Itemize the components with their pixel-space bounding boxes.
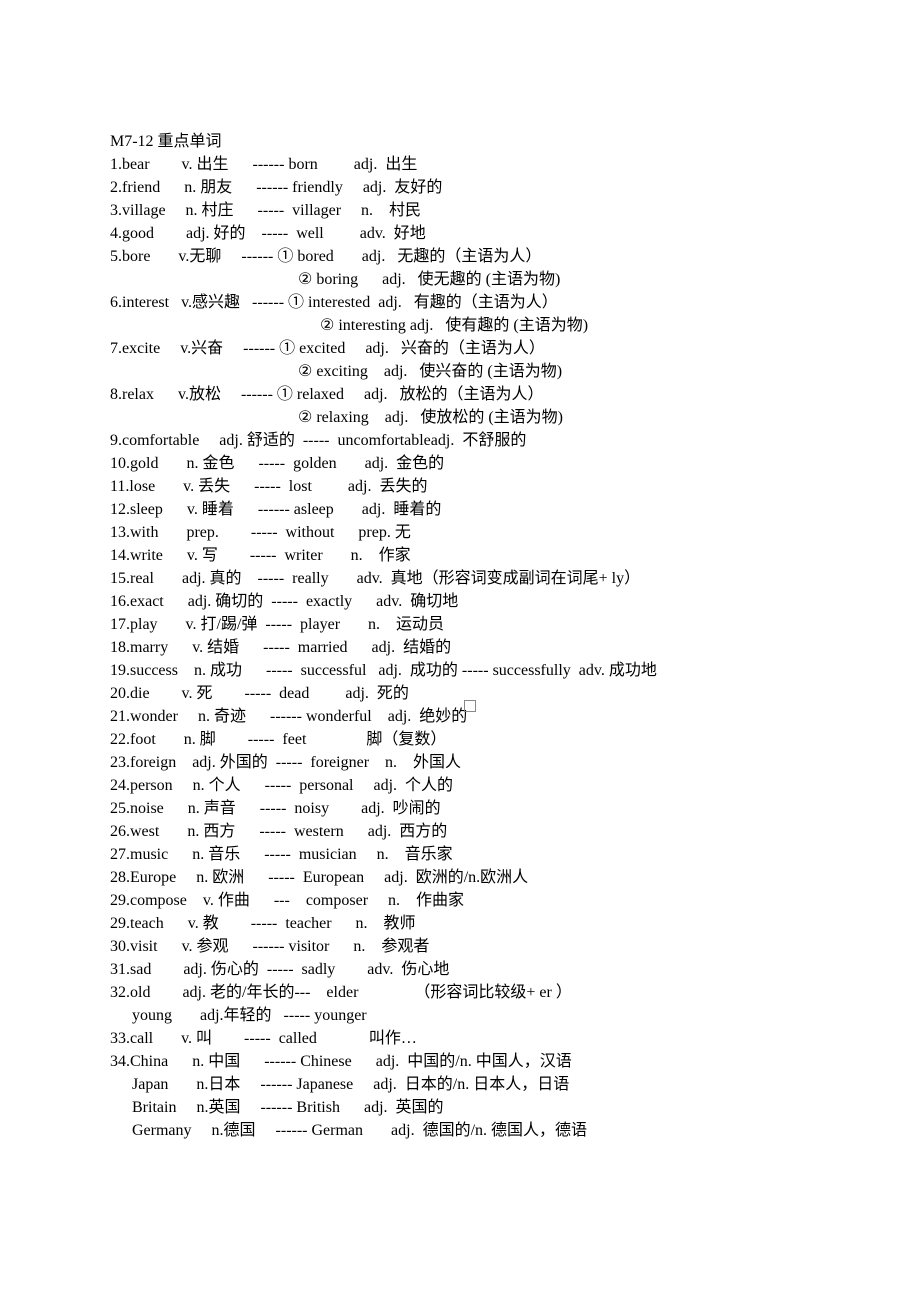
vocab-entry: ② exciting adj. 使兴奋的 (主语为物) [110, 360, 810, 383]
vocab-entry: ② interesting adj. 使有趣的 (主语为物) [110, 314, 810, 337]
vocab-entry: 4.good adj. 好的 ----- well adv. 好地 [110, 222, 810, 245]
page-title: M7-12 重点单词 [110, 130, 810, 153]
vocab-entry: 32.old adj. 老的/年长的--- elder （形容词比较级+ er … [110, 981, 810, 1004]
vocab-entry: 8.relax v.放松 ------ ① relaxed adj. 放松的（主… [110, 383, 810, 406]
vocab-entry: 19.success n. 成功 ----- successful adj. 成… [110, 659, 810, 682]
vocab-entry: 31.sad adj. 伤心的 ----- sadly adv. 伤心地 [110, 958, 810, 981]
vocab-entry: 3.village n. 村庄 ----- villager n. 村民 [110, 199, 810, 222]
vocab-entry: 12.sleep v. 睡着 ------ asleep adj. 睡着的 [110, 498, 810, 521]
vocab-entry: 16.exact adj. 确切的 ----- exactly adv. 确切地 [110, 590, 810, 613]
vocab-entry: 24.person n. 个人 ----- personal adj. 个人的 [110, 774, 810, 797]
vocab-entry: 29.compose v. 作曲 --- composer n. 作曲家 [110, 889, 810, 912]
vocab-entry: 17.play v. 打/踢/弹 ----- player n. 运动员 [110, 613, 810, 636]
vocab-entry: 15.real adj. 真的 ----- really adv. 真地（形容词… [110, 567, 810, 590]
vocab-entry: 9.comfortable adj. 舒适的 ----- uncomfortab… [110, 429, 810, 452]
vocab-entry: 25.noise n. 声音 ----- noisy adj. 吵闹的 [110, 797, 810, 820]
vocab-entry: 20.die v. 死 ----- dead adj. 死的 [110, 682, 810, 705]
vocab-entry: 14.write v. 写 ----- writer n. 作家 [110, 544, 810, 567]
vocab-entry: Britain n.英国 ------ British adj. 英国的 [110, 1096, 810, 1119]
vocab-entry: 21.wonder n. 奇迹 ------ wonderful adj. 绝妙… [110, 705, 810, 728]
vocab-entry: 7.excite v.兴奋 ------ ① excited adj. 兴奋的（… [110, 337, 810, 360]
marker-icon [464, 700, 476, 712]
vocab-entry: 27.music n. 音乐 ----- musician n. 音乐家 [110, 843, 810, 866]
vocab-entry: 28.Europe n. 欧洲 ----- European adj. 欧洲的/… [110, 866, 810, 889]
vocab-entry: 10.gold n. 金色 ----- golden adj. 金色的 [110, 452, 810, 475]
document-page: M7-12 重点单词 1.bear v. 出生 ------ born adj.… [0, 0, 920, 1202]
vocab-entry: 33.call v. 叫 ----- called 叫作… [110, 1027, 810, 1050]
vocab-entry: 18.marry v. 结婚 ----- married adj. 结婚的 [110, 636, 810, 659]
vocab-entry: 11.lose v. 丢失 ----- lost adj. 丢失的 [110, 475, 810, 498]
vocab-entry: 13.with prep. ----- without prep. 无 [110, 521, 810, 544]
vocab-entry: 29.teach v. 教 ----- teacher n. 教师 [110, 912, 810, 935]
vocab-entry: 2.friend n. 朋友 ------ friendly adj. 友好的 [110, 176, 810, 199]
vocab-entry: 5.bore v.无聊 ------ ① bored adj. 无趣的（主语为人… [110, 245, 810, 268]
vocab-entry: Japan n.日本 ------ Japanese adj. 日本的/n. 日… [110, 1073, 810, 1096]
vocab-entry: 30.visit v. 参观 ------ visitor n. 参观者 [110, 935, 810, 958]
vocab-entry: 34.China n. 中国 ------ Chinese adj. 中国的/n… [110, 1050, 810, 1073]
vocab-entry: 26.west n. 西方 ----- western adj. 西方的 [110, 820, 810, 843]
vocab-list: 1.bear v. 出生 ------ born adj. 出生2.friend… [110, 153, 810, 1142]
vocab-entry: ② relaxing adj. 使放松的 (主语为物) [110, 406, 810, 429]
vocab-entry: ② boring adj. 使无趣的 (主语为物) [110, 268, 810, 291]
vocab-entry: 6.interest v.感兴趣 ------ ① interested adj… [110, 291, 810, 314]
vocab-entry: 1.bear v. 出生 ------ born adj. 出生 [110, 153, 810, 176]
vocab-entry: young adj.年轻的 ----- younger [110, 1004, 810, 1027]
vocab-entry: 22.foot n. 脚 ----- feet 脚（复数） [110, 728, 810, 751]
vocab-entry: Germany n.德国 ------ German adj. 德国的/n. 德… [110, 1119, 810, 1142]
vocab-entry: 23.foreign adj. 外国的 ----- foreigner n. 外… [110, 751, 810, 774]
